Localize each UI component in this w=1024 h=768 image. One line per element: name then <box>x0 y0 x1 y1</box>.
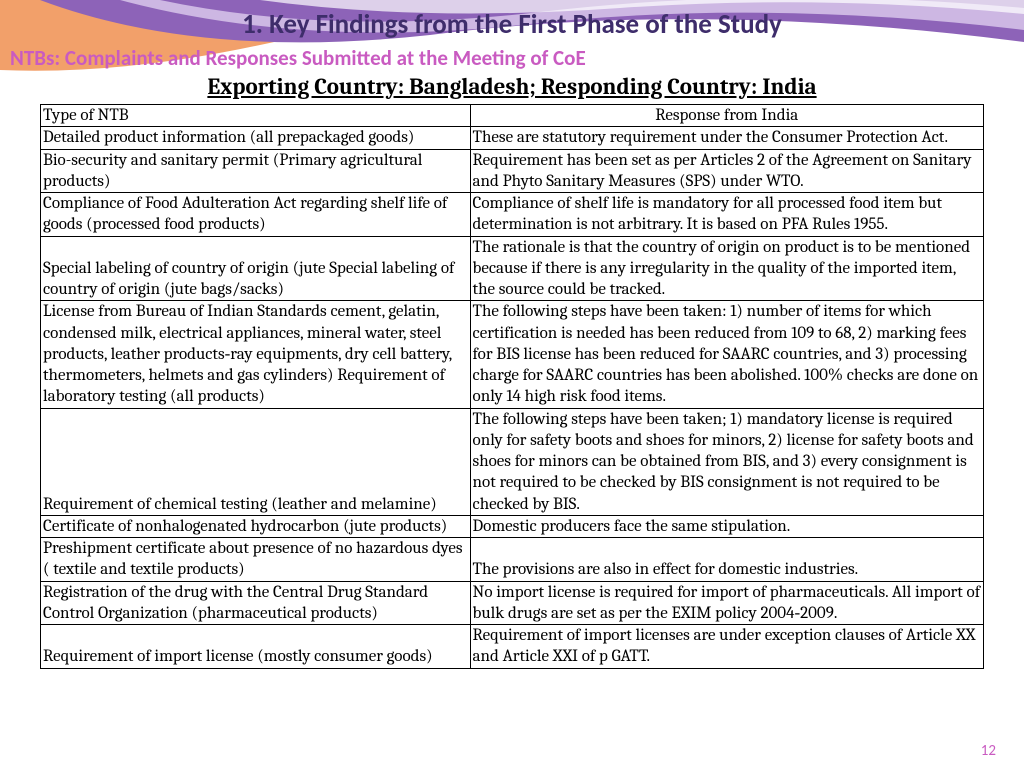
table-title: Exporting Country: Bangladesh; Respondin… <box>0 71 1024 104</box>
cell-response: No import license is required for import… <box>470 581 983 625</box>
table-row: Certificate of nonhalogenated hydrocarbo… <box>41 515 984 537</box>
table-row: Special labeling of country of origin (j… <box>41 236 984 301</box>
cell-ntb: Compliance of Food Adulteration Act rega… <box>41 193 471 237</box>
cell-ntb: Requirement of import license (mostly co… <box>41 625 471 669</box>
slide-title: 1. Key Findings from the First Phase of … <box>0 0 1024 41</box>
cell-response: Compliance of shelf life is mandatory fo… <box>470 193 983 237</box>
cell-ntb: Certificate of nonhalogenated hydrocarbo… <box>41 515 471 537</box>
table-row: License from Bureau of Indian Standards … <box>41 301 984 408</box>
cell-response: The following steps have been taken; 1) … <box>470 408 983 515</box>
cell-ntb: Registration of the drug with the Centra… <box>41 581 471 625</box>
cell-response: The provisions are also in effect for do… <box>470 538 983 582</box>
column-header-ntb: Type of NTB <box>41 105 471 127</box>
table-header-row: Type of NTB Response from India <box>41 105 984 127</box>
table-row: Preshipment certificate about presence o… <box>41 538 984 582</box>
table-row: Bio-security and sanitary permit (Primar… <box>41 149 984 193</box>
cell-ntb: License from Bureau of Indian Standards … <box>41 301 471 408</box>
column-header-response: Response from India <box>470 105 983 127</box>
table-row: Detailed product information (all prepac… <box>41 127 984 149</box>
cell-response: These are statutory requirement under th… <box>470 127 983 149</box>
table-row: Requirement of import license (mostly co… <box>41 625 984 669</box>
cell-response: Requirement of import licenses are under… <box>470 625 983 669</box>
ntb-table: Type of NTB Response from India Detailed… <box>40 104 984 669</box>
cell-response: The rationale is that the country of ori… <box>470 236 983 301</box>
cell-response: Domestic producers face the same stipula… <box>470 515 983 537</box>
cell-ntb: Bio-security and sanitary permit (Primar… <box>41 149 471 193</box>
table-row: Registration of the drug with the Centra… <box>41 581 984 625</box>
cell-ntb: Requirement of chemical testing (leather… <box>41 408 471 515</box>
cell-response: Requirement has been set as per Articles… <box>470 149 983 193</box>
cell-response: The following steps have been taken: 1) … <box>470 301 983 408</box>
table-row: Requirement of chemical testing (leather… <box>41 408 984 515</box>
cell-ntb: Preshipment certificate about presence o… <box>41 538 471 582</box>
cell-ntb: Detailed product information (all prepac… <box>41 127 471 149</box>
page-number: 12 <box>981 742 996 760</box>
slide-subtitle: NTBs: Complaints and Responses Submitted… <box>0 41 1024 71</box>
table-row: Compliance of Food Adulteration Act rega… <box>41 193 984 237</box>
cell-ntb: Special labeling of country of origin (j… <box>41 236 471 301</box>
